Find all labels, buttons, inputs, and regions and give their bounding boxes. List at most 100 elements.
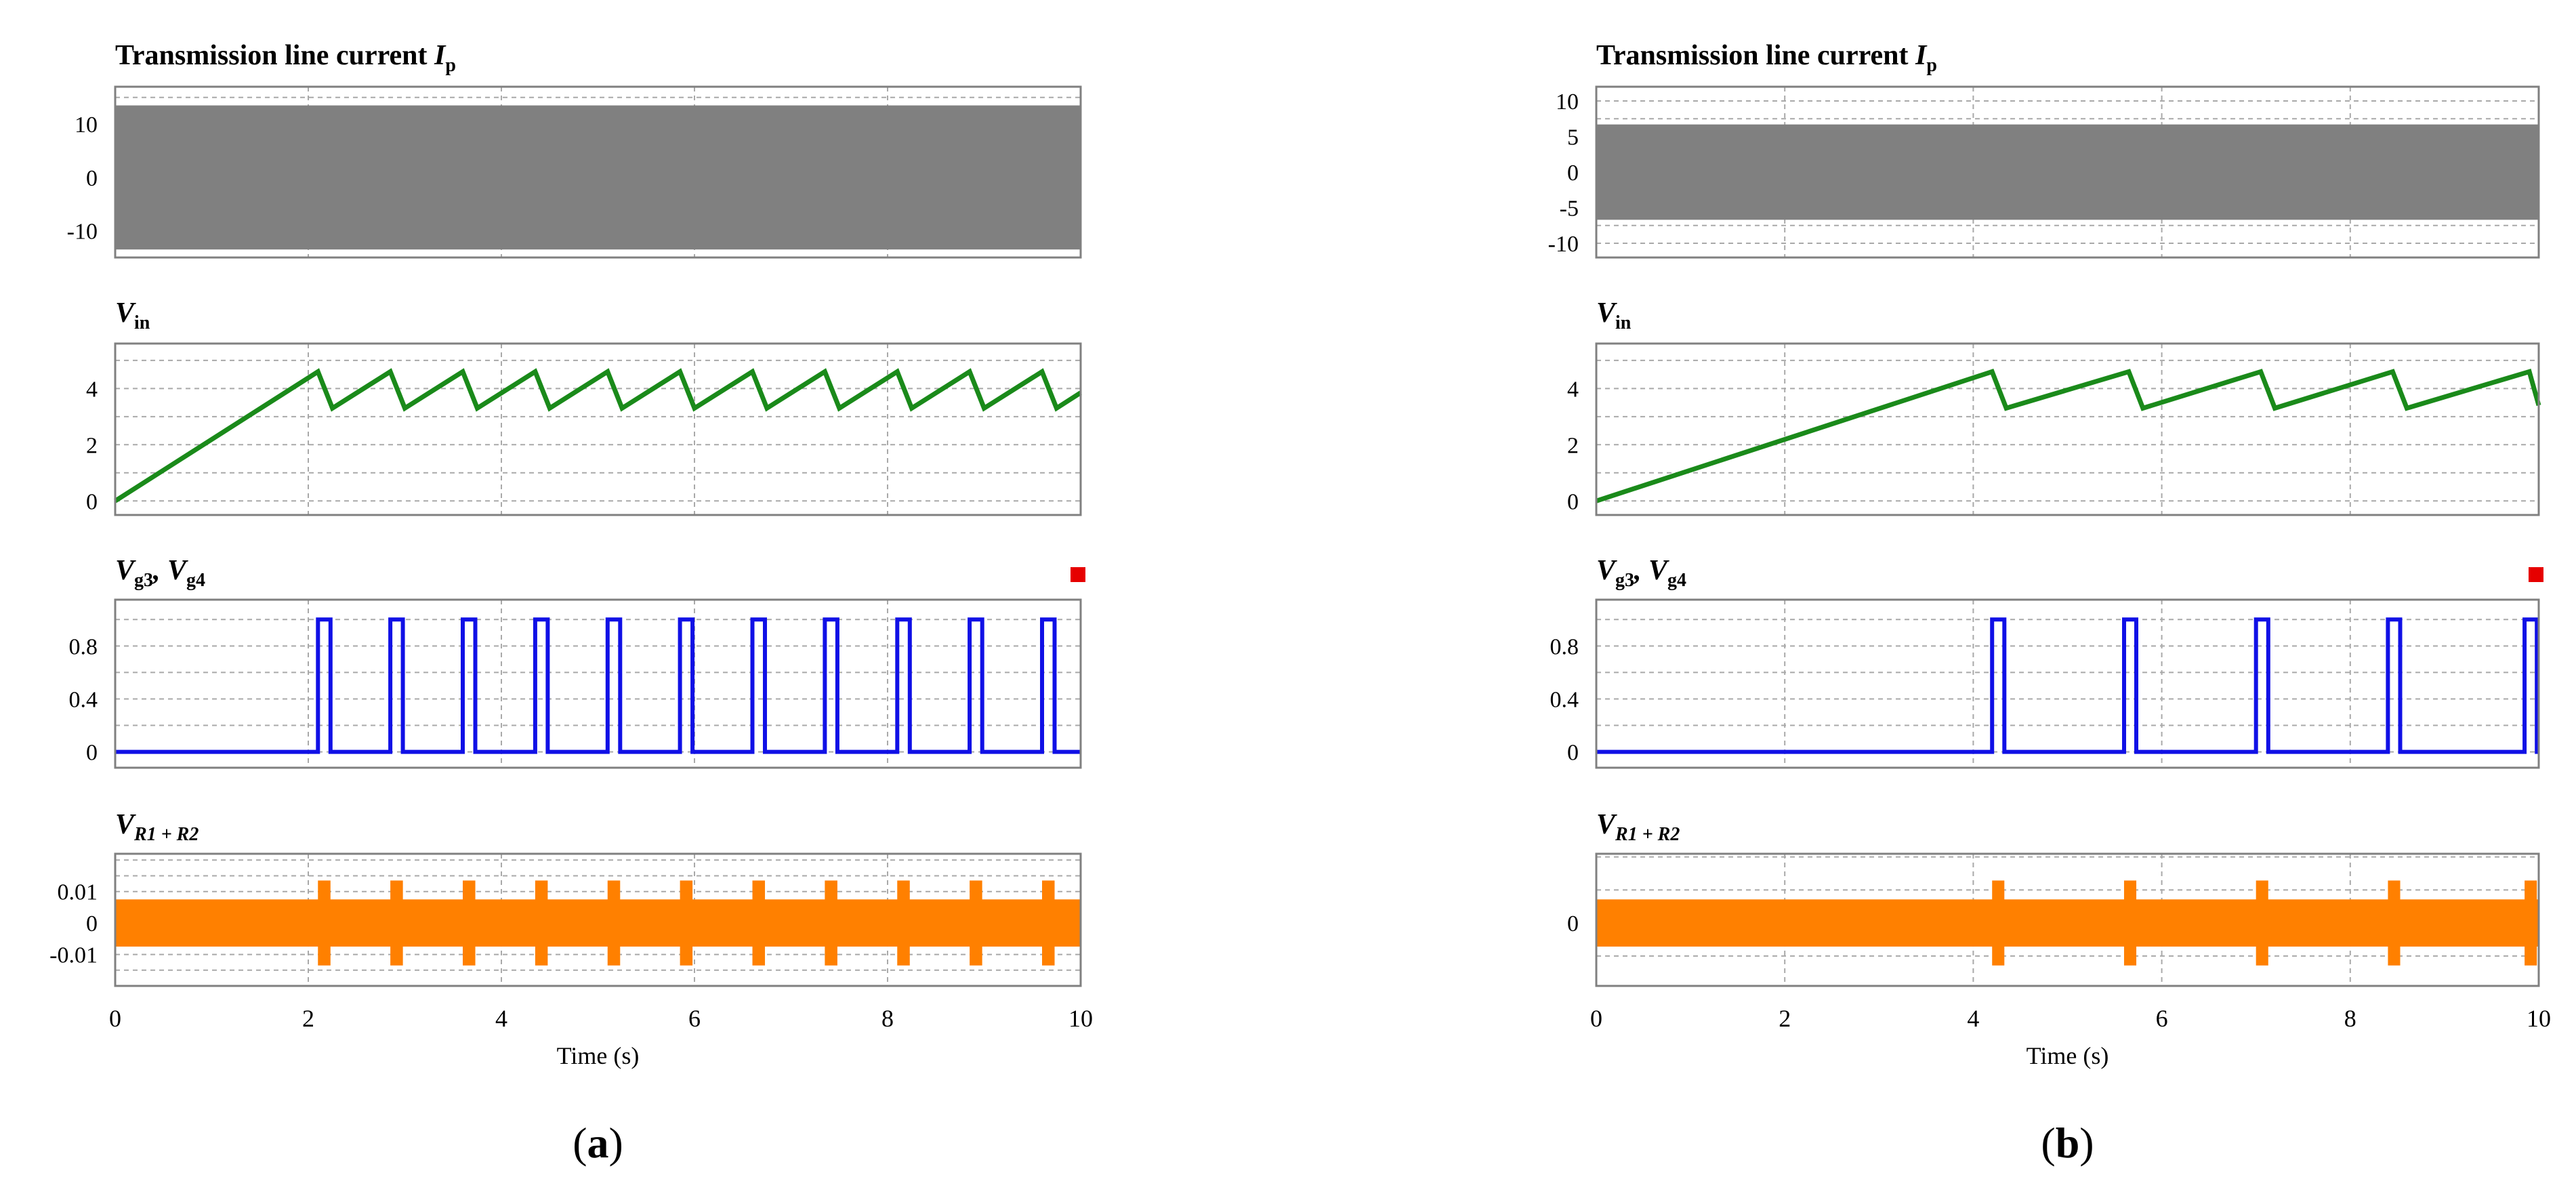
panel-title: VR1 + R2 (115, 809, 199, 845)
y-tick-label: 0 (86, 166, 98, 191)
series-pulses (115, 617, 1081, 754)
plot-frame (1595, 85, 2540, 259)
panel-title-subscript: R1 + R2 (133, 824, 199, 845)
y-tick-label: 4 (1567, 377, 1579, 402)
panel-title: Transmission line current Ip (1596, 40, 1937, 76)
y-tick-label: -5 (1560, 197, 1579, 222)
series-spike (2388, 880, 2401, 966)
series-spike (2256, 880, 2268, 966)
y-tick-label: 0.01 (58, 880, 98, 905)
x-tick-label: 8 (881, 1005, 894, 1032)
chart-a: 10 0 -10 Transmission line current Ip 4 2 0 Vin… (49, 40, 1093, 1167)
subfigure-caption: (a) (573, 1119, 623, 1167)
plot-frame (1595, 852, 2540, 987)
panel-vin: 4 2 0 Vin (86, 297, 1082, 516)
series-spike (1042, 880, 1055, 966)
y-tick-label: 0 (1567, 741, 1579, 766)
x-tick-label: 0 (109, 1005, 121, 1032)
y-tick-label: 2 (86, 433, 98, 458)
y-tick-label: 0 (1567, 489, 1579, 514)
x-tick-label: 4 (495, 1005, 507, 1032)
y-tick-label: -10 (67, 220, 98, 245)
subfigure-caption: (b) (2041, 1119, 2094, 1167)
series-line (114, 368, 1082, 503)
panel-title-subscript-2: g4 (1667, 570, 1686, 591)
subfigure-letter: b (2056, 1119, 2080, 1167)
panel-title: VR1 + R2 (1596, 809, 1680, 845)
panel-title-text: V (1596, 555, 1617, 586)
y-tick-label: 0 (86, 741, 98, 766)
panel-title: Vin (1596, 297, 1632, 333)
series-spike (2123, 880, 2137, 966)
y-tick-label: 0.4 (69, 687, 98, 712)
series-spike (680, 880, 693, 966)
series-envelope (1596, 124, 2539, 220)
series-spike (1992, 880, 2005, 966)
panel-title-text: V (1596, 297, 1617, 329)
panel-title-subscript: p (1926, 55, 1937, 76)
panel-title: Transmission line current Ip (115, 40, 456, 76)
x-tick-label: 6 (2156, 1005, 2168, 1032)
series-spike (825, 880, 837, 966)
panel-gate: 0.8 0.4 0 Vg3, Vg4 (1550, 555, 2543, 769)
panel-title-subscript: p (445, 55, 456, 76)
x-tick-label: 10 (1068, 1005, 1093, 1032)
panel-title-subscript: in (1615, 312, 1632, 333)
y-tick-label: 2 (1567, 433, 1579, 458)
x-tick-label: 0 (1590, 1005, 1602, 1032)
y-tick-label: 0 (86, 489, 98, 514)
panel-current: 10 0 -10 Transmission line current Ip (67, 40, 1082, 259)
x-tick-label: 6 (688, 1005, 701, 1032)
plot-area (1596, 344, 2539, 515)
chart-b: 10 5 0 -5 -10 Transmission line current Ip 4 2 0… (1548, 40, 2551, 1167)
plot-frame (114, 85, 1082, 259)
y-tick-label: 0.8 (1550, 634, 1579, 659)
panel-title-text: V (115, 555, 136, 586)
series-spike (752, 880, 766, 966)
panel-title-subscript: g3 (134, 570, 153, 591)
plot-frame (1595, 598, 2540, 769)
marker-square (2529, 567, 2543, 582)
y-tick-label: 0 (1567, 161, 1579, 186)
series-spike (390, 880, 403, 966)
panel-title-text-2: , V (152, 555, 188, 586)
plot-frame (114, 852, 1082, 987)
panel-resistor: 0.01 0 -0.01 VR1 + R2 (49, 809, 1082, 987)
series-spike (970, 880, 982, 966)
x-tick-label: 2 (302, 1005, 314, 1032)
plot-frame (114, 598, 1082, 769)
panel-title: Vg3, Vg4 (115, 555, 205, 591)
panel-gate: 0.8 0.4 0 Vg3, Vg4 (69, 555, 1085, 769)
panel-current: 10 5 0 -5 -10 Transmission line current Ip (1548, 40, 2540, 259)
y-tick-label: 4 (86, 377, 98, 402)
y-tick-label: 10 (75, 112, 98, 138)
series-spike (463, 880, 476, 966)
y-tick-label: 0.4 (1550, 687, 1579, 712)
series-envelope (1596, 899, 2539, 947)
panel-title-text: Transmission line current I (1596, 40, 1928, 71)
panel-title-text-2: , V (1634, 555, 1669, 586)
y-tick-label: 0 (86, 911, 98, 936)
panel-title-subscript: in (134, 312, 150, 333)
series-pulses (1596, 617, 2539, 754)
x-tick-label: 2 (1779, 1005, 1791, 1032)
x-tick-label: 10 (2527, 1005, 2551, 1032)
panel-title-text: Transmission line current I (115, 40, 446, 71)
y-tick-label: -10 (1548, 232, 1579, 257)
panel-title-subscript: R1 + R2 (1615, 824, 1680, 845)
series-spike (535, 880, 548, 966)
plot-frame (114, 342, 1082, 516)
series-spike (318, 880, 331, 966)
x-tick-label: 4 (1967, 1005, 1979, 1032)
panel-title-subscript-2: g4 (186, 570, 205, 591)
marker-square (1071, 567, 1085, 582)
series-line (1595, 369, 2541, 503)
y-tick-label: 0.8 (69, 634, 98, 659)
series-spike (607, 880, 621, 966)
plot-area (1596, 600, 2539, 768)
y-tick-label: 10 (1556, 89, 1579, 115)
x-tick-label: 8 (2344, 1005, 2356, 1032)
panel-title: Vg3, Vg4 (1596, 555, 1686, 591)
panel-title-text: V (1596, 809, 1617, 840)
plot-frame (1595, 342, 2540, 516)
